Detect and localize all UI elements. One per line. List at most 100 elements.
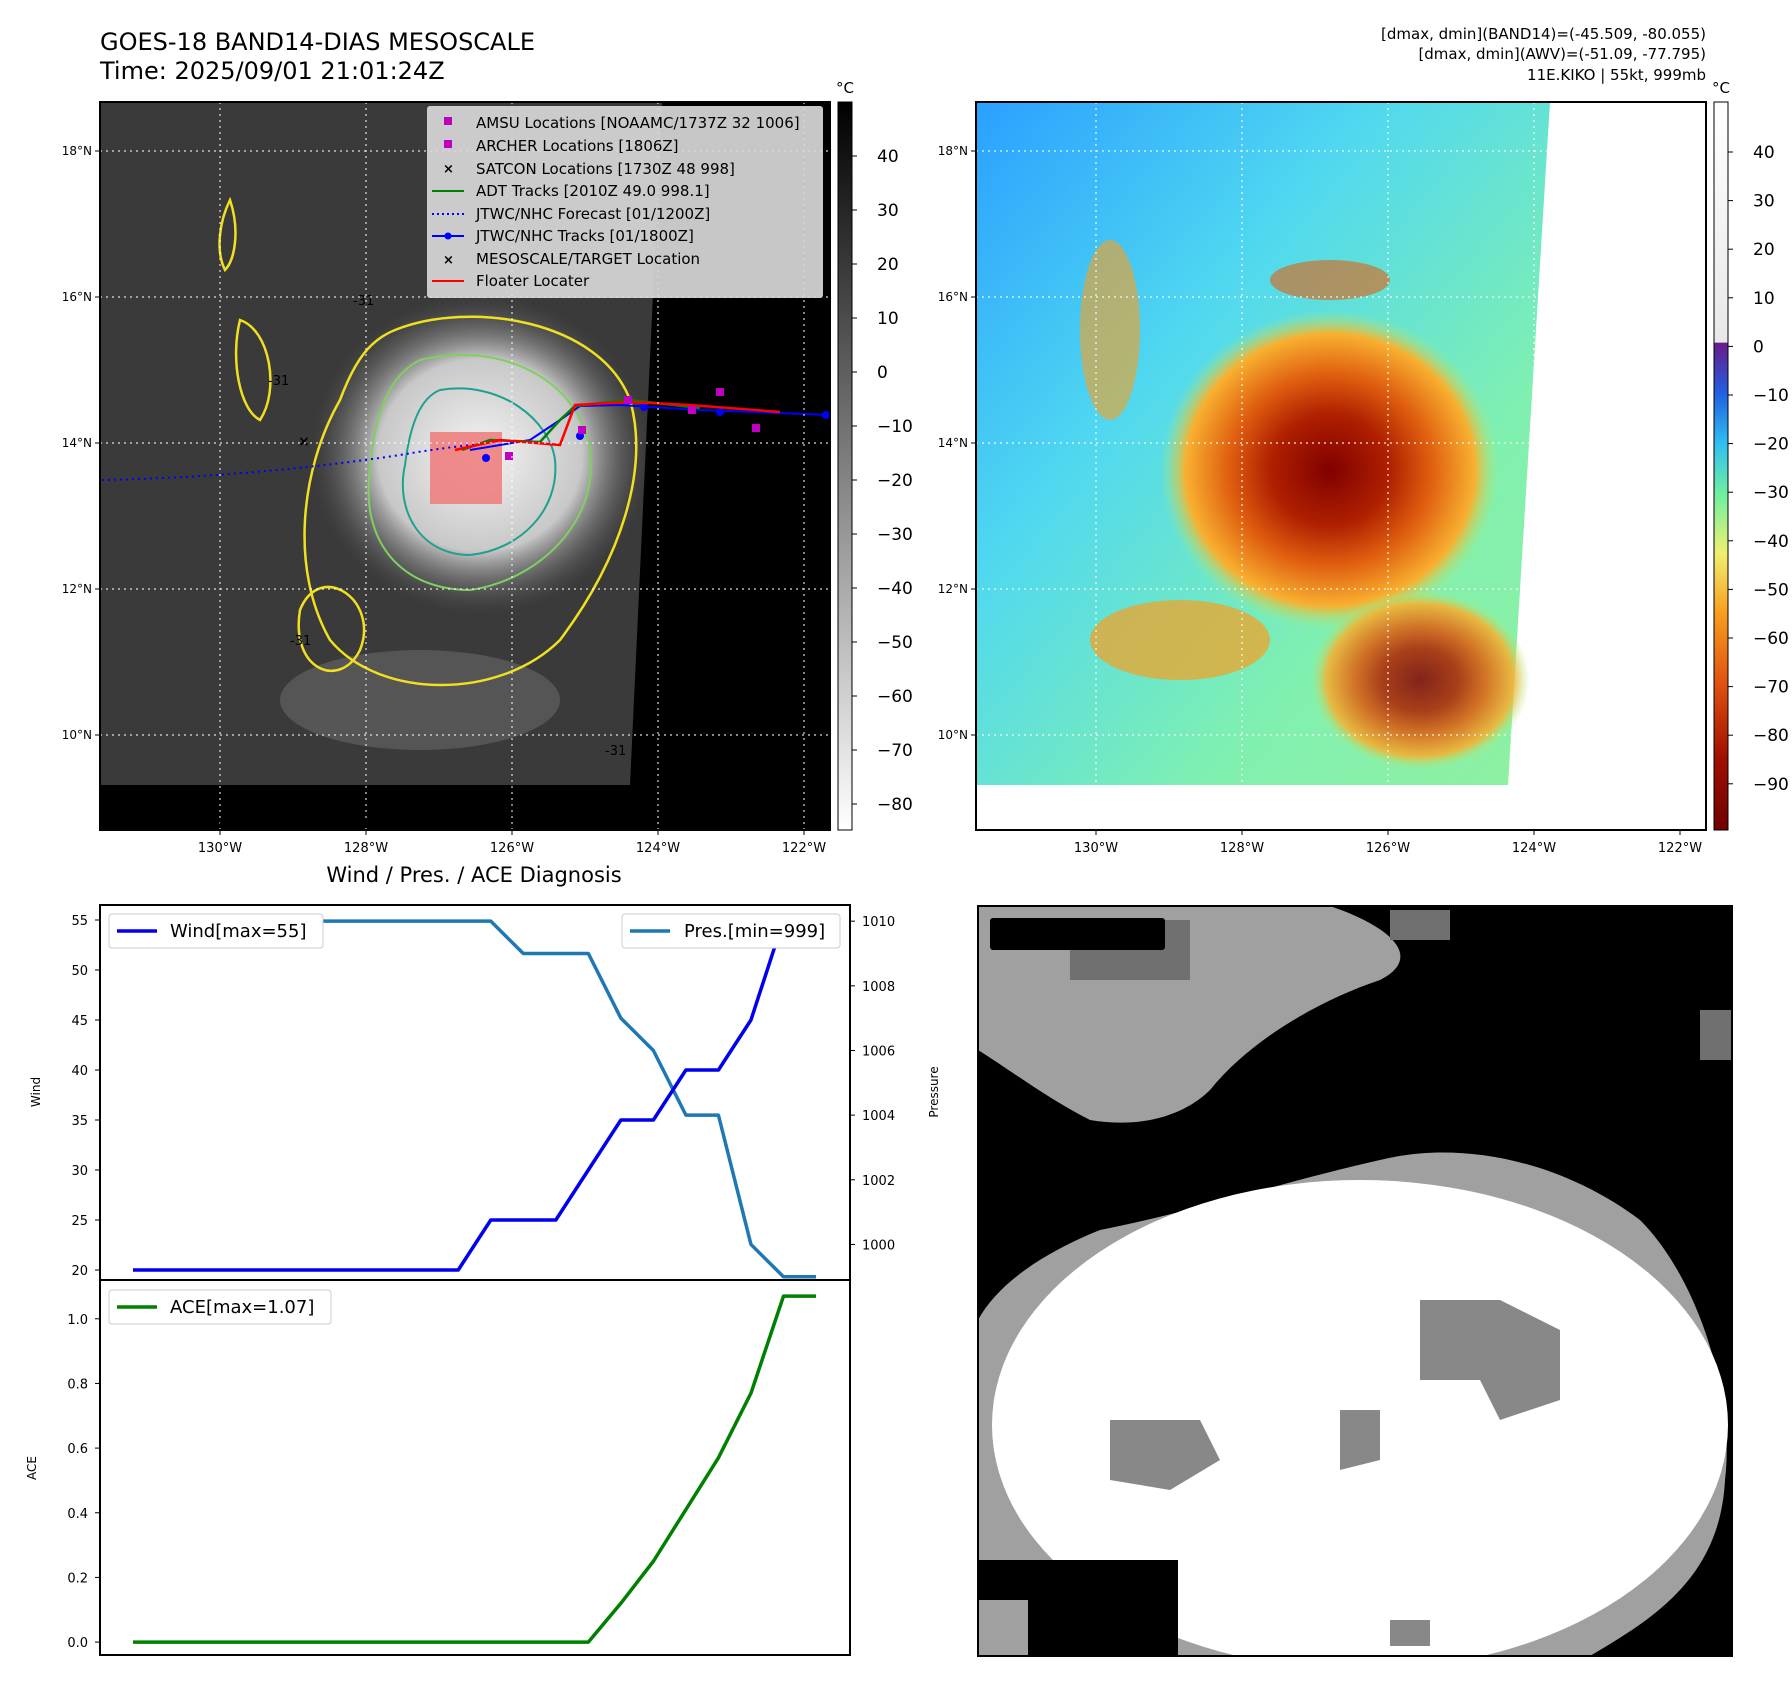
lat-tick-label: 16°N	[62, 290, 92, 304]
wind-legend-box	[108, 913, 324, 949]
ace-tick-label: 1.0	[67, 1313, 88, 1328]
amsu-marker	[688, 406, 696, 414]
color-cloud-southeast	[1310, 590, 1530, 770]
ir-colorbar-tick-label: −30	[877, 525, 913, 545]
contour-teal	[401, 387, 557, 557]
ir-colorbar-tick-label: 0	[877, 363, 888, 383]
color-cloud-north	[1270, 260, 1390, 300]
ace-tick-label: 0.8	[67, 1377, 88, 1392]
lon-tick-label: 124°W	[636, 841, 680, 856]
ace-legend: ACE[max=1.07]	[108, 1289, 332, 1325]
ace-tick-label: 0.0	[67, 1636, 88, 1651]
color-colorbar-ticks: 40 30 20 10 0 −10 −20 −30 −40 −50 −60 −70 −80 −90	[1728, 143, 1789, 795]
amsu-archer-markers	[505, 388, 760, 460]
pres-legend-label: Pres.[min=999]	[684, 921, 825, 942]
lat-tick-label: 16°N	[938, 290, 968, 304]
ir-colorbar-tick-label: −50	[877, 633, 913, 653]
amsu-marker	[624, 396, 632, 404]
legend-archer-icon	[444, 140, 452, 148]
color-colorbar-tick-label: 10	[1753, 289, 1775, 309]
jtwc-track-points	[482, 403, 830, 462]
ir-colorbar-unit: °C	[836, 79, 854, 97]
ace-ylabel: ACE	[25, 1456, 39, 1480]
contour-label-1: -31	[353, 294, 374, 309]
ir-colorbar-tick-label: −10	[877, 417, 913, 437]
lon-tick-label: 128°W	[344, 841, 388, 856]
color-colorbar-tick-label: −50	[1753, 580, 1789, 600]
track-point	[640, 403, 648, 411]
ir-cloud-band	[280, 650, 560, 750]
color-colorbar-tick-label: −70	[1753, 678, 1789, 698]
amsu-marker	[505, 452, 513, 460]
pres-tick-label: 1006	[862, 1044, 895, 1059]
floater-track	[454, 400, 781, 452]
contour-label-3: -31	[290, 634, 311, 649]
legend-mesoscale: MESOSCALE/TARGET Location	[476, 250, 700, 268]
lat-tick-label: 14°N	[62, 436, 92, 450]
stats-line-3: 11E.KIKO | 55kt, 999mb	[1527, 66, 1706, 84]
legend-mesoscale-icon: ×	[443, 253, 454, 268]
color-colorbar-tick-label: 40	[1753, 143, 1775, 163]
ir-colorbar-tick-label: −60	[877, 687, 913, 707]
legend-adt: ADT Tracks [2010Z 49.0 998.1]	[476, 182, 710, 200]
lat-tick-label: 10°N	[938, 728, 968, 742]
lat-tick-label: 12°N	[62, 582, 92, 596]
map-axis-ticks: 130°W 130°W 128°W 128°W 126°W 126°W 124°W 124°W…	[62, 144, 1702, 856]
contour-yellow-outer	[303, 315, 638, 687]
ir-colorbar-tick-label: −40	[877, 579, 913, 599]
contour-label-4: -31	[605, 744, 626, 759]
ace-tick-label: 0.2	[67, 1571, 88, 1586]
contour-green	[367, 353, 593, 592]
wind-ylabel: Wind	[29, 1077, 43, 1107]
wmg-panel: WMG Count: 0	[977, 905, 1733, 1670]
ir-colorbar-tick-label: 30	[877, 201, 899, 221]
lat-tick-label: 12°N	[938, 582, 968, 596]
color-cloud-south	[1090, 600, 1270, 680]
wind-tick-label: 30	[71, 1164, 88, 1179]
color-colorbar-tick-label: −60	[1753, 629, 1789, 649]
color-colorbar-tick-label: −20	[1753, 435, 1789, 455]
contour-label-2: -31	[268, 374, 289, 389]
pres-legend: Pres.[min=999]	[621, 913, 841, 949]
stats-line-2: [dmax, dmin](AWV)=(-51.09, -77.795)	[1418, 45, 1706, 63]
ir-colorbar-ticks: 40 30 20 10 0 −10 −20 −30 −40 −50 −60 −70 −80	[852, 147, 913, 815]
lat-tick-label: 18°N	[938, 144, 968, 158]
wmg-count-badge	[990, 918, 1165, 950]
wmg-gray-blob-2	[1110, 1420, 1220, 1490]
color-colorbar-tick-label: −90	[1753, 775, 1789, 795]
figure-time: Time: 2025/09/01 21:01:24Z	[99, 57, 445, 85]
ir-map-frame	[99, 101, 831, 831]
mesoscale-target-marker: ×	[298, 434, 310, 450]
color-colorbar-tick-label: 20	[1753, 240, 1775, 260]
lon-tick-label: 122°W	[1658, 841, 1702, 856]
ir-colorbar-gradient	[837, 101, 853, 831]
wmg-gray-blob-3	[1340, 1410, 1380, 1470]
lon-tick-label: 126°W	[490, 841, 534, 856]
color-colorbar-tick-label: −40	[1753, 532, 1789, 552]
diag-title: Wind / Pres. / ACE Diagnosis	[326, 863, 621, 887]
color-colorbar-tick-label: 30	[1753, 192, 1775, 212]
color-colorbar-gradient	[1713, 101, 1729, 831]
ir-legend-box	[427, 106, 823, 298]
wmg-black-region	[978, 906, 1732, 1656]
diag-ticks: 55 50 45 40 35 30 25 20 1010 1008 1006 1004 1002 1000…	[67, 914, 895, 1651]
pres-legend-box	[621, 913, 841, 949]
lat-tick-label: 18°N	[62, 144, 92, 158]
lon-tick-label: 130°W	[198, 841, 242, 856]
color-cyclone-core	[1160, 310, 1500, 630]
wmg-frame	[977, 905, 1733, 1657]
lon-tick-label: 122°W	[782, 841, 826, 856]
lon-tick-label: 128°W	[1220, 841, 1264, 856]
ir-colorbar-tick-label: 40	[877, 147, 899, 167]
lon-tick-label: 124°W	[1512, 841, 1556, 856]
pres-tick-label: 1010	[862, 915, 895, 930]
copyright-text: Copyright © 2020-2025 Dapiya	[103, 809, 382, 828]
ir-colorbar: °C 40 30 20 10 0 −10 −20 −30 −40 −50 −60 −70 −80	[836, 79, 913, 831]
lon-tick-label: 130°W	[1074, 841, 1118, 856]
wmg-gray-blob-1	[1420, 1300, 1560, 1420]
contour-yellow-south	[297, 585, 366, 672]
ir-colorbar-tick-label: 10	[877, 309, 899, 329]
pres-ylabel: Pressure	[927, 1066, 941, 1117]
legend-amsu: AMSU Locations [NOAAMC/1737Z 32 1006]	[476, 114, 800, 132]
